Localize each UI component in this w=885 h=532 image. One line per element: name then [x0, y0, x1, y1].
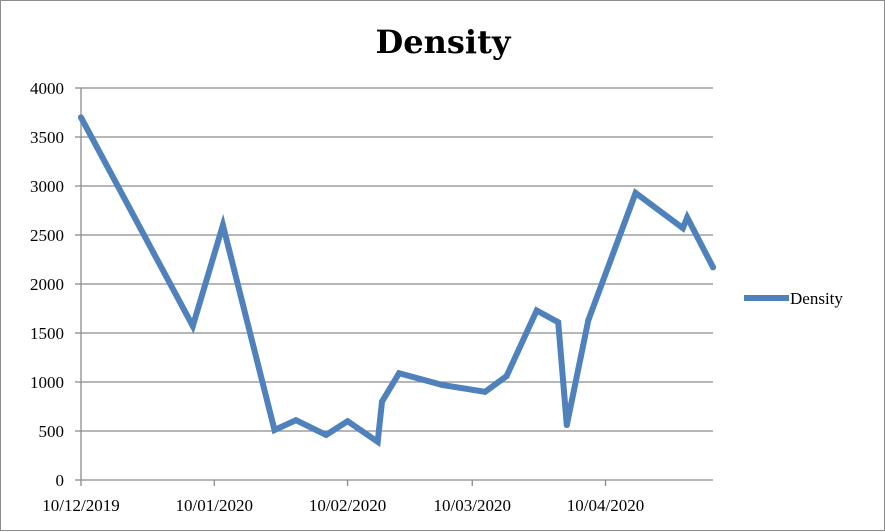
data-point	[323, 431, 330, 438]
data-point	[632, 189, 639, 196]
data-point	[219, 222, 226, 229]
data-point	[293, 417, 299, 424]
data-point	[563, 422, 570, 429]
plot-area	[78, 114, 716, 448]
data-point	[555, 319, 562, 326]
data-point	[78, 114, 84, 121]
x-tick-label: 10/02/2020	[309, 496, 386, 515]
data-point	[679, 225, 686, 232]
y-tick-label: 2000	[30, 275, 64, 294]
y-tick-label: 2500	[30, 226, 64, 245]
y-tick-label: 4000	[30, 79, 64, 98]
data-point	[344, 418, 351, 425]
legend-label: Density	[790, 289, 843, 308]
data-point	[439, 381, 446, 388]
data-point	[374, 438, 381, 445]
data-point	[271, 427, 278, 433]
series-line-density	[78, 114, 716, 448]
data-point	[503, 373, 510, 380]
y-tick-label: 0	[56, 471, 65, 490]
data-point	[189, 323, 196, 330]
legend: Density	[744, 289, 843, 308]
x-tick-label: 10/12/2019	[42, 496, 119, 515]
x-tick-label: 10/01/2020	[176, 496, 253, 515]
data-point	[684, 214, 691, 221]
data-point	[585, 317, 592, 324]
y-tick-label: 1500	[30, 324, 64, 343]
chart-title: Density	[376, 23, 512, 61]
x-tick-label: 10/03/2020	[434, 496, 511, 515]
y-tick-label: 3500	[30, 128, 64, 147]
data-point	[710, 264, 716, 271]
y-axis-ticks: 0 500 1000 1500 2000 2500 3000 3500 4000	[30, 79, 81, 490]
gridlines	[81, 87, 713, 432]
data-point	[482, 388, 489, 395]
x-tick-label: 10/04/2020	[567, 496, 644, 515]
y-tick-label: 1000	[30, 373, 64, 392]
data-point	[533, 307, 540, 314]
data-point	[379, 398, 385, 405]
y-tick-label: 500	[39, 422, 65, 441]
y-tick-label: 3000	[30, 177, 64, 196]
x-axis-ticks: 10/12/2019 10/01/2020 10/02/2020 10/03/2020…	[42, 480, 644, 515]
data-point	[396, 370, 403, 377]
